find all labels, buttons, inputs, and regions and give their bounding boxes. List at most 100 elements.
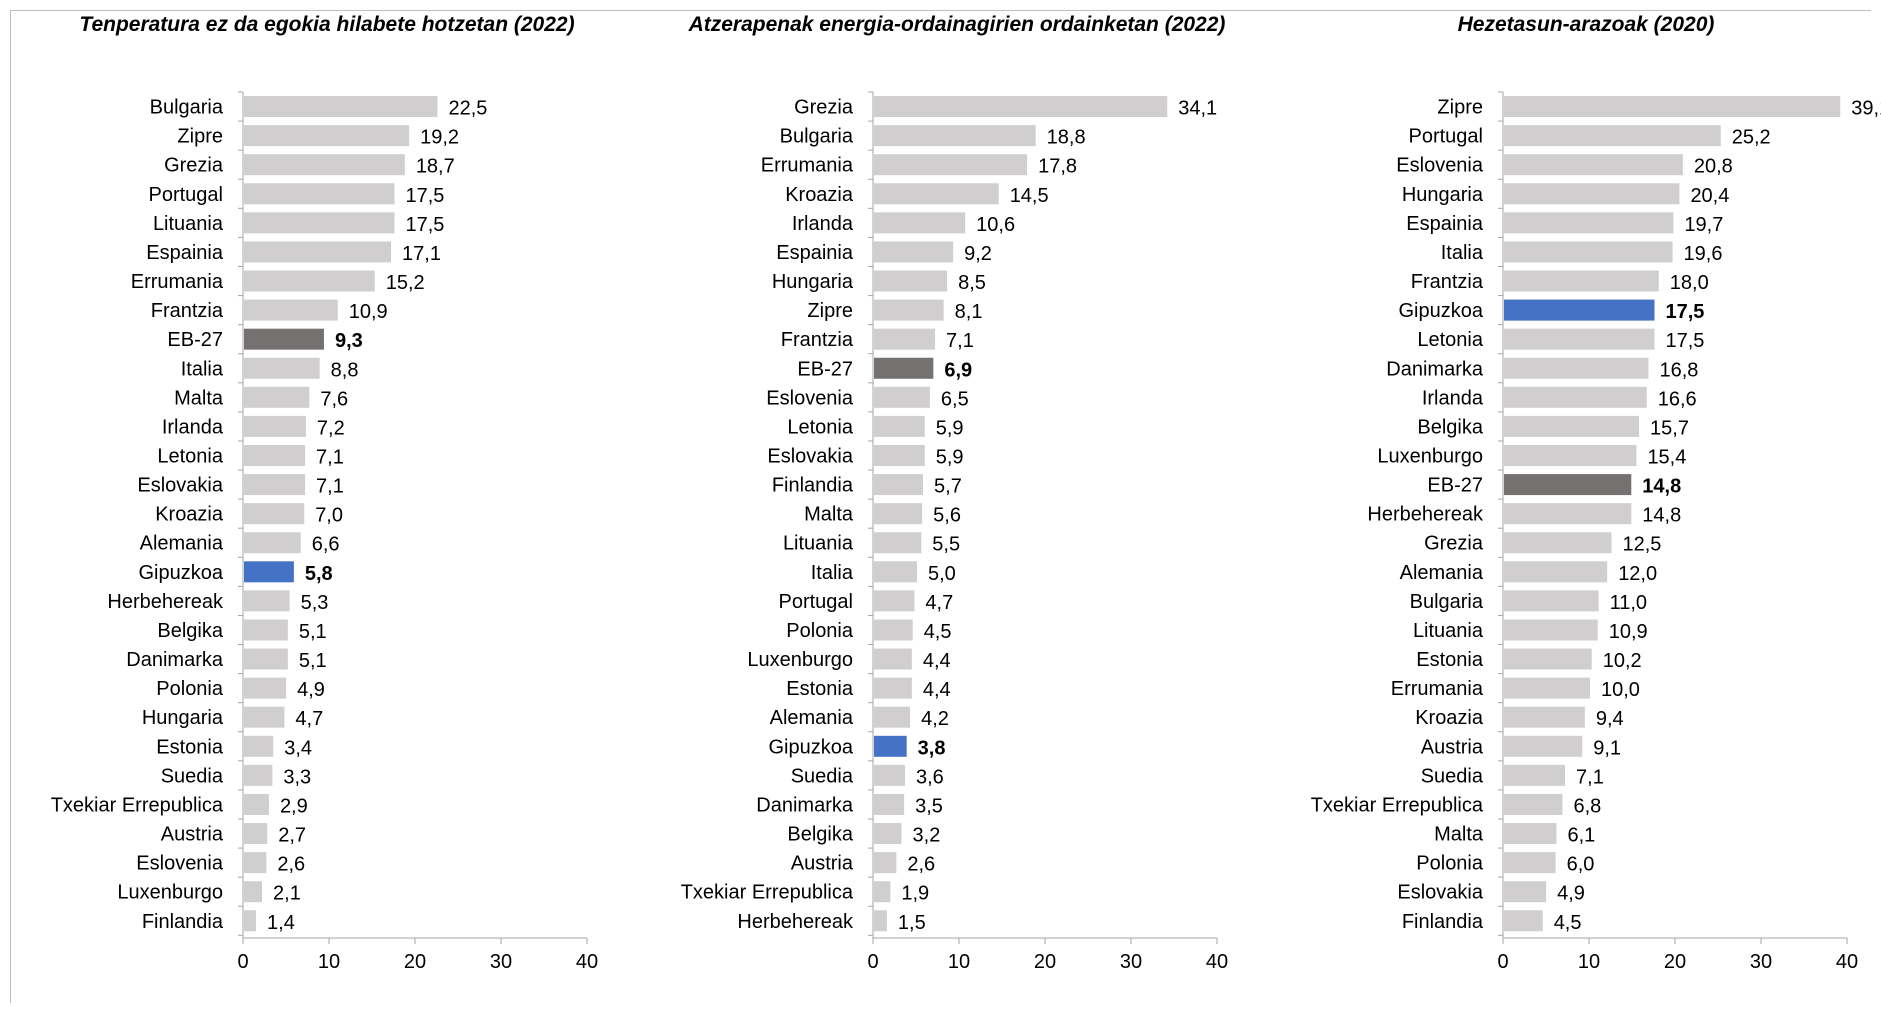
value-label: 7,1 — [946, 330, 974, 352]
category-label: Bulgaria — [780, 126, 854, 148]
value-label: 17,8 — [1038, 156, 1077, 178]
category-label: Herbehereak — [1367, 504, 1484, 526]
category-label: Errumania — [1391, 678, 1484, 700]
bar — [1504, 561, 1608, 583]
bar — [1504, 125, 1721, 147]
bar — [1504, 357, 1649, 379]
bar — [874, 415, 925, 437]
bar — [1504, 793, 1563, 815]
category-label: Alemania — [770, 707, 854, 729]
value-label: 8,1 — [955, 301, 983, 323]
value-label: 17,5 — [1666, 301, 1705, 323]
x-tick-label: 10 — [948, 951, 970, 973]
value-label: 14,8 — [1642, 505, 1681, 527]
category-label: Italia — [1441, 242, 1484, 264]
value-label: 14,8 — [1642, 476, 1681, 498]
bar — [1504, 270, 1659, 292]
value-label: 19,7 — [1684, 214, 1723, 236]
value-label: 5,0 — [928, 563, 956, 585]
value-label: 12,5 — [1623, 534, 1662, 556]
category-label: Portugal — [779, 591, 854, 613]
x-tick-label: 10 — [318, 951, 340, 973]
bar — [1504, 706, 1585, 728]
category-label: Malta — [174, 387, 224, 409]
value-label: 5,7 — [934, 476, 962, 498]
value-label: 7,1 — [316, 447, 344, 469]
bar — [1504, 735, 1583, 757]
category-label: Letonia — [1417, 329, 1483, 351]
category-label: Irlanda — [162, 416, 224, 438]
category-label: Herbehereak — [737, 911, 854, 933]
category-label: Hungaria — [142, 707, 224, 729]
bar — [244, 532, 301, 554]
category-label: Bulgaria — [1410, 591, 1484, 613]
category-label: EB-27 — [1427, 475, 1483, 497]
value-label: 20,8 — [1694, 156, 1733, 178]
category-label: Kroazia — [785, 184, 854, 206]
category-label: Polonia — [156, 678, 224, 700]
value-label: 10,9 — [1609, 621, 1648, 643]
bar — [244, 677, 287, 699]
category-label: Eslovenia — [136, 853, 224, 875]
value-label: 5,8 — [305, 563, 333, 585]
bar — [1504, 386, 1647, 408]
value-label: 19,6 — [1684, 243, 1723, 265]
category-label: Zipre — [807, 300, 853, 322]
x-tick-label: 0 — [1497, 951, 1508, 973]
category-label: Portugal — [1409, 126, 1484, 148]
value-label: 4,4 — [923, 679, 951, 701]
category-label: Espainia — [1406, 213, 1484, 235]
value-label: 3,5 — [915, 795, 943, 817]
category-label: Hungaria — [772, 271, 854, 293]
bar — [874, 125, 1036, 147]
category-label: Frantzia — [1411, 271, 1484, 293]
bar — [874, 561, 917, 583]
category-label: Austria — [161, 824, 224, 846]
value-label: 1,5 — [898, 912, 926, 934]
category-label: Grezia — [794, 97, 854, 119]
category-label: Eslovenia — [766, 387, 854, 409]
category-label: EB-27 — [797, 358, 853, 380]
category-label: Estonia — [1416, 649, 1484, 671]
value-label: 7,1 — [316, 476, 344, 498]
value-label: 4,5 — [924, 621, 952, 643]
bar — [874, 648, 912, 670]
value-label: 17,5 — [406, 214, 445, 236]
value-label: 3,3 — [283, 766, 311, 788]
value-label: 3,2 — [913, 825, 941, 847]
category-label: Grezia — [164, 155, 224, 177]
category-label: Luxenburgo — [747, 649, 853, 671]
value-label: 17,5 — [406, 185, 445, 207]
value-label: 12,0 — [1618, 563, 1657, 585]
category-label: Malta — [804, 504, 854, 526]
category-label: Hungaria — [1402, 184, 1484, 206]
value-label: 18,8 — [1047, 127, 1086, 149]
value-label: 5,3 — [301, 592, 329, 614]
category-label: Portugal — [149, 184, 224, 206]
bar — [874, 328, 936, 350]
value-label: 6,0 — [1567, 854, 1595, 876]
value-label: 6,8 — [1573, 795, 1601, 817]
value-label: 9,2 — [964, 243, 992, 265]
bar — [1504, 532, 1612, 554]
category-label: Lituania — [783, 533, 854, 555]
bar — [874, 357, 934, 379]
bar — [1504, 852, 1556, 874]
value-label: 7,0 — [315, 505, 343, 527]
x-tick-label: 0 — [237, 951, 248, 973]
value-label: 6,1 — [1567, 825, 1595, 847]
category-label: Grezia — [1424, 533, 1484, 555]
bar — [874, 619, 913, 641]
category-label: Danimarka — [756, 794, 854, 816]
value-label: 14,5 — [1010, 185, 1049, 207]
bar — [244, 881, 263, 903]
value-label: 8,5 — [958, 272, 986, 294]
x-tick-label: 40 — [576, 951, 598, 973]
category-label: Lituania — [153, 213, 224, 235]
x-tick-label: 20 — [1664, 951, 1686, 973]
bar — [244, 125, 410, 147]
category-label: Txekiar Errepublica — [681, 882, 854, 904]
bar — [1504, 212, 1674, 234]
category-label: Eslovakia — [137, 475, 223, 497]
